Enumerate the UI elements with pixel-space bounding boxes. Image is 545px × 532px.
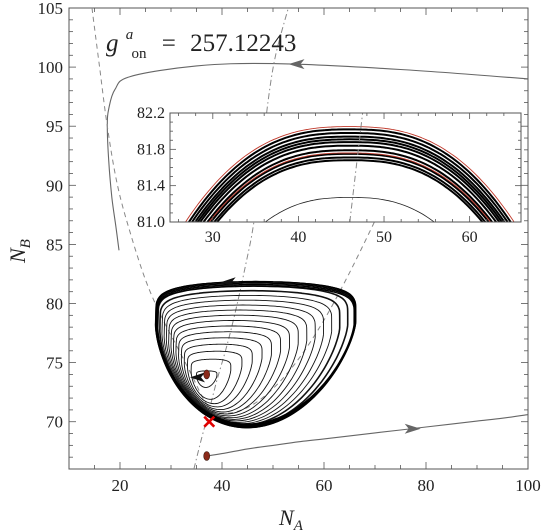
spiral-loop-6 bbox=[175, 325, 282, 415]
spiral-loop-13 bbox=[159, 289, 341, 426]
spiral-loop-3 bbox=[183, 343, 253, 408]
x-axis-label: NA bbox=[278, 505, 304, 532]
limit-cycle-curve-3 bbox=[156, 285, 355, 425]
y-tick-label: 100 bbox=[38, 58, 64, 77]
y-axis-label: NB bbox=[5, 239, 34, 264]
spiral-loop-11 bbox=[163, 299, 324, 423]
series-nullcline-dashdot bbox=[193, 8, 289, 469]
series-outer-trajectory-top bbox=[106, 62, 528, 251]
y-tick-label: 80 bbox=[46, 295, 63, 314]
stable-fixed-point bbox=[203, 369, 210, 380]
y-tick-label: 75 bbox=[46, 354, 63, 373]
x-tick-label: 100 bbox=[515, 476, 541, 495]
annotation-superscript: a bbox=[126, 27, 134, 43]
main-curves bbox=[91, 8, 528, 469]
x-axis-symbol: N bbox=[278, 505, 295, 530]
inset-y-tick-label: 82.2 bbox=[137, 105, 165, 122]
y-tick-label: 95 bbox=[46, 117, 63, 136]
inset-cycle-curve-6 bbox=[206, 149, 494, 222]
y-axis-subscript: B bbox=[18, 239, 34, 248]
inset-cycle-curve-8 bbox=[213, 156, 487, 222]
inset-x-tick-label: 40 bbox=[290, 229, 306, 246]
plot-frame bbox=[68, 7, 529, 470]
inset-cycle-curve-7 bbox=[209, 152, 490, 222]
inset-y-tick-label: 81.4 bbox=[137, 178, 165, 195]
series-outer-trajectory-bottom bbox=[206, 414, 528, 457]
inset-x-tick-label: 50 bbox=[376, 229, 392, 246]
main-points bbox=[203, 369, 216, 461]
saddle-point bbox=[203, 415, 216, 428]
x-axis-subscript: A bbox=[293, 518, 304, 532]
x-tick-label: 80 bbox=[418, 476, 435, 495]
y-tick-label: 85 bbox=[46, 235, 63, 254]
arrow-top-trajectory bbox=[288, 59, 305, 70]
x-tick-label: 40 bbox=[214, 476, 231, 495]
inset-axis-ticks: 30 40 50 60 81.0 81.4 81.8 82.2 bbox=[137, 105, 522, 246]
spiral-loop-4 bbox=[180, 337, 263, 411]
inset-cycle-curve-5 bbox=[202, 144, 498, 222]
inset-x-tick-label: 60 bbox=[462, 229, 478, 246]
y-tick-label: 105 bbox=[38, 0, 64, 18]
spiral-loop-1 bbox=[190, 358, 232, 400]
inset-dashdot-line bbox=[349, 113, 364, 222]
spiral-loop-2 bbox=[187, 350, 243, 405]
main-axis-ticks: 20 40 60 80 100 70 75 80 85 90 95 100 105 bbox=[38, 0, 541, 495]
x-tick-label: 60 bbox=[316, 476, 333, 495]
annotation-equals: = bbox=[162, 30, 176, 57]
spiral-loop-5 bbox=[178, 331, 272, 413]
saddle-point-stroke-2 bbox=[203, 415, 216, 428]
x-tick-label: 20 bbox=[112, 476, 129, 495]
inset-y-tick-label: 81.8 bbox=[137, 141, 165, 158]
y-axis-symbol: N bbox=[5, 247, 30, 264]
inset-y-tick-label: 81.0 bbox=[137, 214, 165, 231]
y-tick-label: 70 bbox=[46, 413, 63, 432]
arrow-bottom-trajectory bbox=[404, 423, 421, 434]
annotation-subscript: on bbox=[132, 46, 148, 62]
limit-cycle-arrow bbox=[220, 277, 236, 288]
parameter-annotation: g a on = 257.12243 bbox=[106, 18, 296, 64]
spiral-loop-7 bbox=[172, 320, 290, 417]
spiral-arrow bbox=[190, 372, 206, 383]
series-nullcline-dashed bbox=[91, 8, 376, 414]
inset-x-tick-label: 30 bbox=[205, 229, 221, 246]
starting-point bbox=[203, 451, 210, 461]
spiral-loop-12 bbox=[161, 294, 333, 425]
spiral-loop-8 bbox=[170, 314, 299, 419]
inset-cycle-curve-9 bbox=[215, 159, 484, 222]
inset-frame-bg bbox=[170, 113, 521, 222]
annotation-value: 257.12243 bbox=[190, 30, 296, 57]
annotation-symbol: g bbox=[106, 30, 119, 57]
inset-outer-curve-1 bbox=[208, 152, 492, 222]
inset-cycle-curve-0 bbox=[187, 128, 512, 222]
inset-cycle-curve-4 bbox=[198, 141, 501, 222]
inset-cycle-curve-3 bbox=[196, 138, 504, 222]
inset-inner-arc bbox=[264, 197, 435, 222]
inset-curves bbox=[184, 113, 515, 222]
y-tick-label: 90 bbox=[46, 176, 63, 195]
inset-cycle-curve-1 bbox=[190, 132, 509, 222]
inset-cycle-curve-2 bbox=[193, 135, 506, 222]
inset-outer-curve-0 bbox=[184, 126, 515, 222]
spiral-loop-10 bbox=[165, 304, 316, 422]
spiral-loop-9 bbox=[168, 309, 308, 420]
